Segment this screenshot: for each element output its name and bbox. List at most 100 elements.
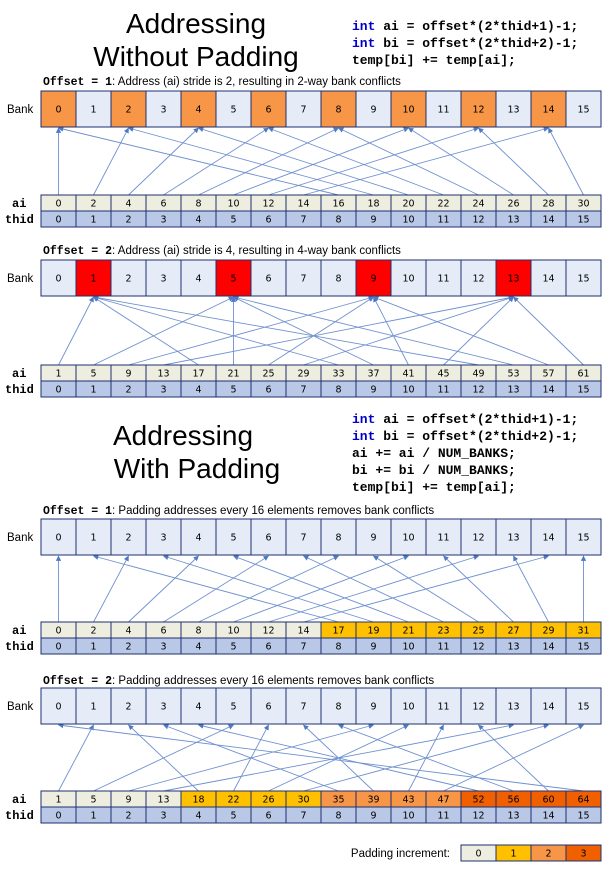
bottom-code-line: int ai = offset*(2*thid+1)-1; xyxy=(352,412,578,427)
section-caption: Offset = 1: Padding addresses every 16 e… xyxy=(43,505,434,518)
section-1: Offset = 1: Address (ai) stride is 2, re… xyxy=(5,76,602,228)
bank-number: 11 xyxy=(437,274,449,285)
thid-value: 14 xyxy=(542,385,554,396)
code-keyword: int xyxy=(352,19,375,34)
ai-value: 13 xyxy=(157,369,169,380)
thid-value: 15 xyxy=(577,215,589,226)
bank-row-label: Bank xyxy=(7,273,33,285)
bank-cell: 8 xyxy=(320,687,357,725)
ai-value: 6 xyxy=(160,626,166,637)
thid-value: 5 xyxy=(230,811,236,822)
bank-cell: 15 xyxy=(565,518,602,556)
ai-cell: 1 xyxy=(40,790,77,808)
thid-cell: 15 xyxy=(565,380,602,398)
bank-number: 15 xyxy=(577,533,589,544)
code-text: bi = offset*(2*thid+2)-1; xyxy=(375,36,578,51)
thid-value: 10 xyxy=(402,215,414,226)
thid-cell: 2 xyxy=(110,806,147,824)
access-arrow xyxy=(128,295,375,366)
bank-cell: 2 xyxy=(110,90,147,128)
ai-value: 18 xyxy=(367,199,379,210)
ai-cell: 24 xyxy=(460,194,497,212)
thid-value: 11 xyxy=(437,642,449,653)
bank-cell: 10 xyxy=(390,518,427,556)
bank-number: 11 xyxy=(437,533,449,544)
bank-number: 4 xyxy=(195,533,201,544)
thid-value: 4 xyxy=(195,215,201,226)
ai-value: 21 xyxy=(402,626,414,637)
thid-cell: 5 xyxy=(215,806,252,824)
ai-cell: 13 xyxy=(145,790,182,808)
ai-value: 1 xyxy=(55,795,61,806)
bank-cell: 1 xyxy=(75,687,112,725)
ai-cell: 9 xyxy=(110,790,147,808)
thid-cell: 14 xyxy=(530,210,567,228)
bank-cell: 0 xyxy=(40,259,77,297)
thid-row: 0 1 2 3 4 5 6 7 8 9 10 11 12 13 14 15 xyxy=(40,210,602,228)
bank-row-label: Bank xyxy=(7,104,33,116)
ai-value: 45 xyxy=(437,369,449,380)
thid-cell: 8 xyxy=(320,806,357,824)
legend-value: 1 xyxy=(510,849,516,860)
bank-cell: 4 xyxy=(180,259,217,297)
code-text: ai = offset*(2*thid+1)-1; xyxy=(375,19,578,34)
ai-value: 13 xyxy=(157,795,169,806)
bank-cell: 14 xyxy=(530,687,567,725)
access-arrow xyxy=(92,295,479,366)
ai-value: 4 xyxy=(125,626,131,637)
bank-number: 1 xyxy=(90,702,96,713)
access-arrow xyxy=(303,555,444,623)
section-4: Offset = 2: Padding addresses every 16 e… xyxy=(5,675,602,824)
ai-cell: 12 xyxy=(250,194,287,212)
thid-cell: 13 xyxy=(495,637,532,655)
legend-value: 3 xyxy=(580,849,586,860)
thid-value: 10 xyxy=(402,811,414,822)
bank-cell: 0 xyxy=(40,518,77,556)
ai-cell: 18 xyxy=(180,790,217,808)
ai-value: 30 xyxy=(297,795,309,806)
ai-value: 53 xyxy=(507,369,519,380)
bank-number: 3 xyxy=(160,274,166,285)
thid-cell: 5 xyxy=(215,380,252,398)
bank-number: 7 xyxy=(300,274,306,285)
bank-number: 2 xyxy=(125,105,131,116)
bank-cell: 7 xyxy=(285,687,322,725)
bank-number: 15 xyxy=(577,274,589,285)
thid-cell: 1 xyxy=(75,806,112,824)
bank-number: 3 xyxy=(160,533,166,544)
thid-cell: 6 xyxy=(250,637,287,655)
ai-cell: 12 xyxy=(250,621,287,639)
bank-number: 13 xyxy=(507,274,519,285)
bank-number: 4 xyxy=(195,105,201,116)
ai-cell: 13 xyxy=(145,364,182,382)
caption-offset: Offset = 1 xyxy=(43,505,112,518)
thid-value: 13 xyxy=(507,642,519,653)
code-text: ai += ai / NUM_BANKS; xyxy=(352,446,516,461)
bank-cell: 13 xyxy=(495,687,532,725)
legend-value: 0 xyxy=(475,849,481,860)
access-arrow xyxy=(372,296,549,366)
bank-cell: 0 xyxy=(40,90,77,128)
ai-value: 43 xyxy=(402,795,414,806)
ai-cell: 31 xyxy=(565,621,602,639)
access-arrow xyxy=(233,296,374,366)
code-text: ai = offset*(2*thid+1)-1; xyxy=(375,412,578,427)
bottom-title-line-2: With Padding xyxy=(114,453,281,484)
thid-cell: 6 xyxy=(250,806,287,824)
bank-number: 14 xyxy=(542,105,554,116)
thid-value: 5 xyxy=(230,215,236,226)
thid-value: 4 xyxy=(195,385,201,396)
top-code-line: int ai = offset*(2*thid+1)-1; xyxy=(352,19,578,34)
bank-number: 14 xyxy=(542,533,554,544)
ai-cell: 19 xyxy=(355,621,392,639)
code-text: temp[bi] += temp[ai]; xyxy=(352,53,516,68)
caption-offset: Offset = 1 xyxy=(43,76,112,89)
thid-value: 3 xyxy=(160,811,166,822)
bank-cell: 10 xyxy=(390,687,427,725)
thid-value: 4 xyxy=(195,811,201,822)
access-arrow xyxy=(373,296,409,366)
legend-cell: 2 xyxy=(530,844,567,862)
ai-value: 41 xyxy=(402,369,414,380)
ai-value: 14 xyxy=(297,199,309,210)
access-arrow xyxy=(373,555,479,623)
